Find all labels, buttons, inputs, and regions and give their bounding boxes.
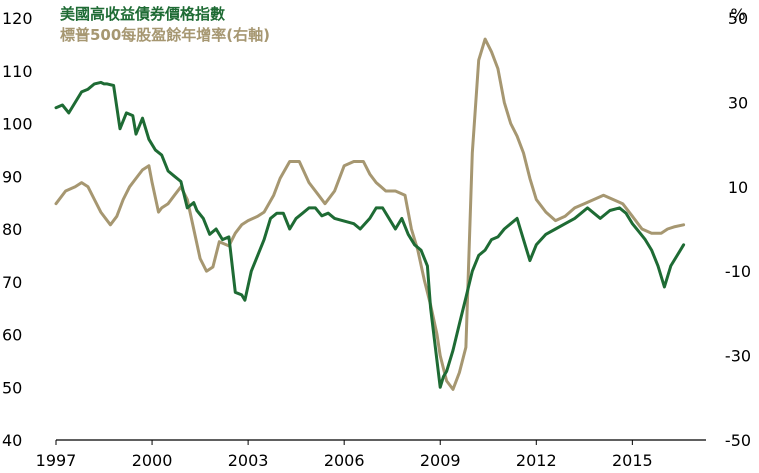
series-line-eps-growth bbox=[54, 37, 686, 391]
series-line-high-yield-index bbox=[54, 80, 686, 389]
y-left-tick-label: 110 bbox=[2, 62, 33, 81]
legend-entry-high-yield-index: 美國高收益債券價格指數 bbox=[60, 5, 226, 23]
y-right-tick-label: 30 bbox=[728, 93, 748, 112]
x-tick-label: 2015 bbox=[612, 451, 653, 470]
y-left-tick-label: 70 bbox=[2, 273, 22, 292]
y-right-unit-label: % bbox=[730, 5, 745, 24]
y-right-tick-label: 50 bbox=[728, 9, 748, 28]
y-left-tick-label: 60 bbox=[2, 326, 22, 345]
y-right-tick-label: -30 bbox=[725, 347, 751, 366]
y-left-tick-label: 50 bbox=[2, 378, 22, 397]
x-tick-label: 2006 bbox=[324, 451, 365, 470]
y-right-tick-label: 10 bbox=[728, 178, 748, 197]
x-tick-label: 2003 bbox=[228, 451, 269, 470]
legend-entry-eps-growth: 標普500每股盈餘年增率(右軸) bbox=[60, 26, 271, 44]
y-left-tick-label: 120 bbox=[2, 9, 33, 28]
y-right-tick-label: -50 bbox=[725, 431, 751, 450]
y-left-tick-label: 100 bbox=[2, 115, 33, 134]
x-tick-label: 2009 bbox=[420, 451, 461, 470]
x-tick-label: 1997 bbox=[36, 451, 77, 470]
y-left-tick-label: 40 bbox=[2, 431, 22, 450]
x-tick-label: 2000 bbox=[132, 451, 173, 470]
y-left-tick-label: 80 bbox=[2, 220, 22, 239]
y-left-tick-label: 90 bbox=[2, 167, 22, 186]
legend: 美國高收益債券價格指數 標普500每股盈餘年增率(右軸) bbox=[60, 4, 270, 46]
y-right-tick-label: -10 bbox=[725, 262, 751, 281]
x-tick-label: 2012 bbox=[516, 451, 557, 470]
